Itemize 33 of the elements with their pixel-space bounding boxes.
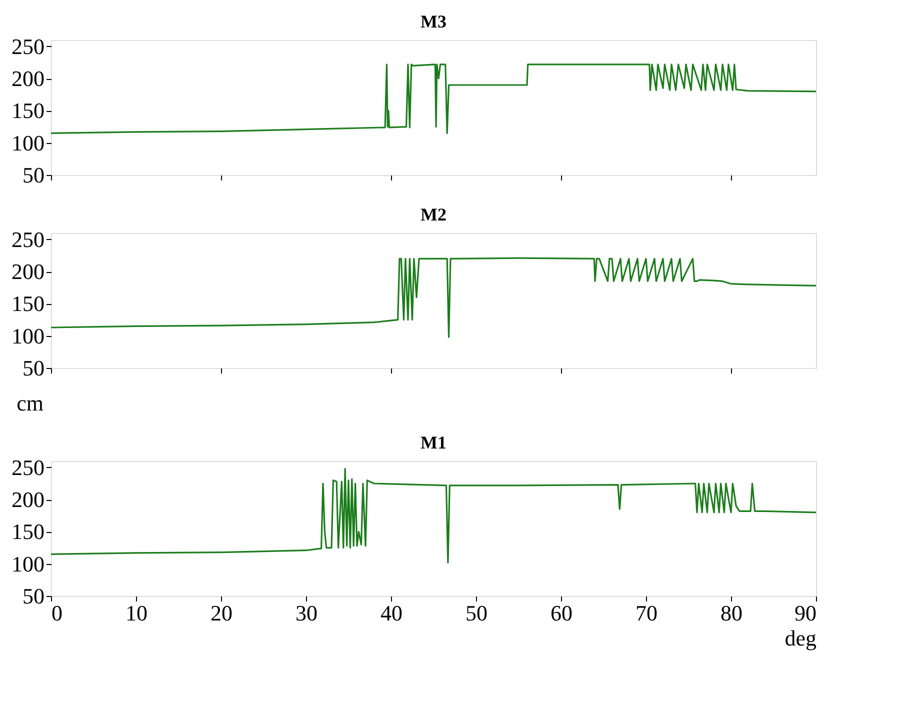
y-tick-label: 50 xyxy=(22,162,44,188)
x-tick-label: 40 xyxy=(380,600,402,626)
y-tick-label: 100 xyxy=(12,551,44,576)
y-tick-label: 100 xyxy=(12,130,44,156)
x-tick-label: 80 xyxy=(720,600,742,626)
chart-title: M3 xyxy=(420,11,446,32)
y-tick-label: 150 xyxy=(12,98,44,124)
x-tick-label: 10 xyxy=(126,600,148,626)
y-tick-label: 150 xyxy=(12,291,44,316)
y-tick-label: 50 xyxy=(22,584,44,608)
y-tick-label: 50 xyxy=(22,356,44,380)
y-tick-label: 200 xyxy=(12,487,44,512)
x-tick-label: 20 xyxy=(210,600,232,626)
y-tick-label: 200 xyxy=(12,259,44,284)
x-tick-label: 30 xyxy=(296,600,318,626)
x-tick-label: 50 xyxy=(466,600,488,626)
y-tick-label: 100 xyxy=(12,323,44,348)
chart-title: M1 xyxy=(420,432,446,452)
chart-title: M2 xyxy=(420,204,446,224)
x-tick-label: 90 xyxy=(794,600,816,626)
y-tick-label: 150 xyxy=(12,519,44,544)
line-series xyxy=(50,257,817,338)
y-tick-label: 250 xyxy=(12,226,44,252)
y-axis-title: cm xyxy=(16,390,44,416)
x-tick-label: 70 xyxy=(636,600,658,626)
y-tick-label: 200 xyxy=(12,66,44,92)
line-series xyxy=(50,64,817,134)
x-tick-label: 60 xyxy=(550,600,572,626)
line-series xyxy=(50,468,817,564)
x-tick-label: 0 xyxy=(52,600,62,626)
x-axis-title: deg xyxy=(784,626,816,650)
y-tick-label: 250 xyxy=(12,454,44,480)
y-tick-label: 250 xyxy=(12,34,44,59)
